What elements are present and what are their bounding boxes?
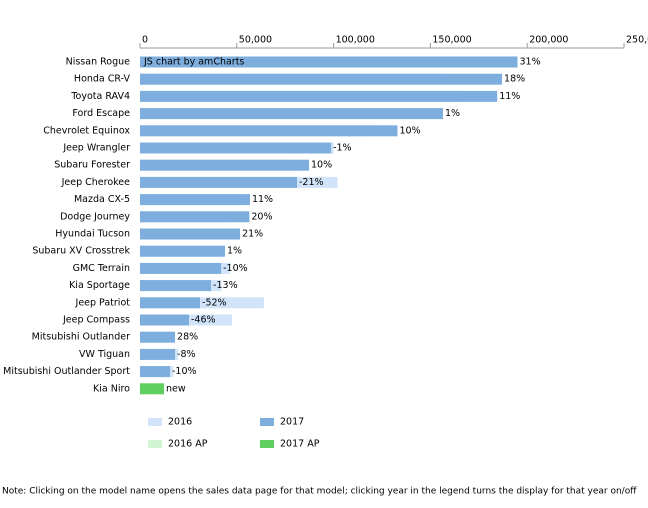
bar xyxy=(140,211,250,223)
change-label: -8% xyxy=(177,349,196,360)
change-label: -21% xyxy=(299,177,324,188)
category-label[interactable]: Jeep Cherokee xyxy=(61,177,131,188)
category-label[interactable]: GMC Terrain xyxy=(73,263,130,274)
category-label[interactable]: Mitsubishi Outlander Sport xyxy=(3,366,130,377)
legend-swatch[interactable] xyxy=(148,418,162,426)
category-label[interactable]: Ford Escape xyxy=(72,108,130,119)
category-label[interactable]: Toyota RAV4 xyxy=(70,91,130,102)
bar xyxy=(140,176,298,188)
bar xyxy=(140,280,212,292)
bar xyxy=(140,90,498,102)
change-label: 10% xyxy=(399,125,420,136)
change-label: -52% xyxy=(202,297,227,308)
legend-swatch[interactable] xyxy=(260,418,274,426)
category-label[interactable]: Dodge Journey xyxy=(60,211,130,222)
x-tick-label: 100,000 xyxy=(336,35,375,46)
note: Note: Clicking on the model name opens t… xyxy=(2,487,637,497)
legend-label[interactable]: 2017 xyxy=(280,417,304,428)
category-label[interactable]: Subaru XV Crosstrek xyxy=(32,246,130,257)
change-label: 10% xyxy=(311,160,332,171)
bar xyxy=(140,262,222,274)
category-label[interactable]: Jeep Patriot xyxy=(75,297,131,308)
bar xyxy=(140,108,443,120)
bar xyxy=(140,297,201,309)
credit: JS chart by amCharts xyxy=(143,57,244,68)
bar xyxy=(140,297,264,309)
bar xyxy=(140,383,165,395)
category-label[interactable]: Subaru Forester xyxy=(54,160,130,171)
category-label[interactable]: Honda CR-V xyxy=(74,74,131,85)
change-label: 11% xyxy=(252,194,273,205)
x-tick-label: 0 xyxy=(142,35,148,46)
x-tick-label: 200,000 xyxy=(529,35,568,46)
bar xyxy=(140,194,250,206)
category-label[interactable]: Chevrolet Equinox xyxy=(43,125,130,136)
change-label: -46% xyxy=(191,315,216,326)
legend-swatch[interactable] xyxy=(148,440,162,448)
bar xyxy=(140,366,171,378)
category-label[interactable]: Kia Sportage xyxy=(69,280,130,291)
change-label: -1% xyxy=(333,143,352,154)
bar xyxy=(140,228,241,240)
category-label[interactable]: Jeep Wrangler xyxy=(62,143,130,154)
change-label: 20% xyxy=(251,211,272,222)
change-label: 1% xyxy=(445,108,460,119)
legend-label[interactable]: 2016 AP xyxy=(168,439,208,450)
change-label: 11% xyxy=(499,91,520,102)
category-label[interactable]: Hyundai Tucson xyxy=(55,229,130,240)
change-label: 18% xyxy=(504,74,525,85)
change-label: new xyxy=(166,383,186,394)
x-tick-label: 150,000 xyxy=(432,35,471,46)
bar xyxy=(140,348,176,360)
bar xyxy=(140,245,225,257)
bar xyxy=(140,314,189,326)
category-label[interactable]: Mazda CX-5 xyxy=(74,194,130,205)
change-label: -10% xyxy=(223,263,248,274)
category-label[interactable]: Nissan Rogue xyxy=(66,57,131,68)
x-tick-label: 50,000 xyxy=(239,35,272,46)
bar xyxy=(140,331,176,343)
bar xyxy=(140,142,332,154)
bar xyxy=(140,73,503,85)
x-tick-label: 250,000 xyxy=(626,35,648,46)
change-label: 21% xyxy=(242,229,263,240)
category-label[interactable]: VW Tiguan xyxy=(79,349,130,360)
bar xyxy=(140,125,398,137)
change-label: 31% xyxy=(520,57,541,68)
change-label: 1% xyxy=(227,246,242,257)
bar xyxy=(140,159,310,171)
legend-label[interactable]: 2016 xyxy=(168,417,192,428)
change-label: -13% xyxy=(213,280,238,291)
legend-label[interactable]: 2017 AP xyxy=(280,439,320,450)
change-label: 28% xyxy=(177,332,198,343)
category-label[interactable]: Jeep Compass xyxy=(62,315,130,326)
change-label: -10% xyxy=(172,366,197,377)
legend-swatch[interactable] xyxy=(260,440,274,448)
bar xyxy=(140,56,518,68)
category-label[interactable]: Kia Niro xyxy=(93,383,130,394)
category-label[interactable]: Mitsubishi Outlander xyxy=(32,332,130,343)
